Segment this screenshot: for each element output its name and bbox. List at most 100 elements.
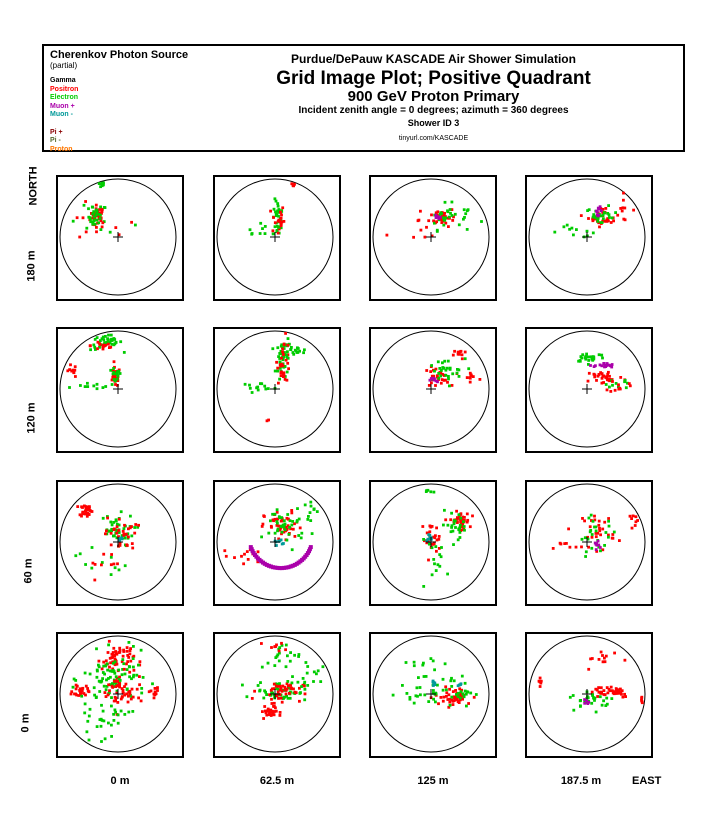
photon-point <box>598 526 601 530</box>
photon-point <box>130 525 133 528</box>
photon-point <box>450 208 454 211</box>
field-circle <box>59 330 177 448</box>
photon-point <box>223 549 227 553</box>
photon-point <box>618 387 622 391</box>
photon-point <box>599 533 602 537</box>
photon-point <box>280 343 284 347</box>
photon-point <box>288 696 292 700</box>
photon-point <box>98 345 101 349</box>
photon-point <box>250 391 254 394</box>
photon-point <box>81 510 85 514</box>
photon-point <box>102 664 106 668</box>
photon-point <box>435 538 439 542</box>
photon-point <box>156 686 159 689</box>
photon-point <box>120 534 124 537</box>
photon-point <box>446 380 449 384</box>
photon-point <box>112 534 115 538</box>
photon-point <box>86 689 90 693</box>
photon-point <box>141 676 145 679</box>
photon-point <box>276 685 280 688</box>
photon-point <box>131 695 135 699</box>
photon-point <box>286 353 290 357</box>
field-circle <box>216 635 334 753</box>
photon-point <box>441 688 445 692</box>
photon-point <box>88 216 92 220</box>
photon-point <box>474 693 478 696</box>
col-label: 0 m <box>110 775 130 787</box>
photon-point <box>128 675 131 679</box>
row-label: 60 m <box>22 558 35 584</box>
header-box: Cherenkov Photon Source (partial) Gamma P… <box>42 44 685 153</box>
photon-point <box>276 529 279 533</box>
photon-point <box>99 205 102 209</box>
photon-point <box>624 695 627 698</box>
photon-point <box>115 372 119 376</box>
photon-point <box>607 517 610 520</box>
photon-point <box>280 356 283 360</box>
photon-point <box>452 519 456 522</box>
photon-point <box>277 211 280 214</box>
photon-point <box>110 383 114 386</box>
photon-point <box>590 657 594 660</box>
photon-point <box>465 690 469 694</box>
photon-point <box>433 369 436 373</box>
photon-point <box>611 533 615 536</box>
photon-point <box>619 691 623 694</box>
photon-point <box>115 377 119 381</box>
photon-point <box>131 657 135 660</box>
photon-point <box>430 381 433 385</box>
photon-point <box>120 660 124 664</box>
photon-point <box>319 680 323 683</box>
photon-point <box>281 350 284 354</box>
url-text: tinyurl.com/KASCADE <box>398 135 469 142</box>
photon-point <box>117 568 121 572</box>
photon-point <box>452 543 455 546</box>
photon-point <box>286 350 289 354</box>
photon-point <box>587 545 590 549</box>
photon-point <box>272 693 276 697</box>
photon-point <box>280 213 283 217</box>
photon-point <box>90 566 94 570</box>
photon-point <box>278 357 282 360</box>
field-circle <box>372 330 490 448</box>
photon-point <box>445 216 449 220</box>
photon-point <box>267 713 271 716</box>
photon-point <box>282 542 285 545</box>
photon-point <box>256 388 260 392</box>
photon-point <box>469 373 473 377</box>
photon-point <box>584 555 587 558</box>
field-circle <box>59 483 177 601</box>
photon-point <box>459 690 463 694</box>
photon-point <box>124 532 128 536</box>
photon-point <box>593 375 597 379</box>
photon-point <box>450 214 454 217</box>
photon-point <box>94 348 97 351</box>
photon-point <box>584 550 588 554</box>
photon-point <box>587 217 590 220</box>
photon-point <box>114 696 118 700</box>
photon-point <box>101 386 105 389</box>
photon-point <box>116 374 120 378</box>
photon-point <box>591 217 594 221</box>
photon-point <box>101 347 105 351</box>
photon-point <box>121 658 125 661</box>
photon-point <box>93 578 97 582</box>
grid-panel <box>369 632 497 758</box>
photon-point <box>292 687 295 691</box>
photon-point <box>439 555 443 559</box>
photon-point <box>126 654 130 657</box>
photon-point <box>110 378 114 382</box>
photon-point <box>84 230 88 234</box>
photon-point <box>608 385 611 389</box>
photon-point <box>105 685 109 688</box>
photon-point <box>107 721 110 725</box>
photon-point <box>122 648 125 652</box>
photon-point <box>316 669 320 673</box>
photon-point <box>116 384 119 387</box>
photon-point <box>619 376 623 379</box>
photon-point <box>618 539 621 542</box>
photon-point <box>91 205 95 209</box>
photon-point <box>628 514 632 518</box>
photon-point <box>623 692 626 696</box>
photon-point <box>66 369 70 373</box>
